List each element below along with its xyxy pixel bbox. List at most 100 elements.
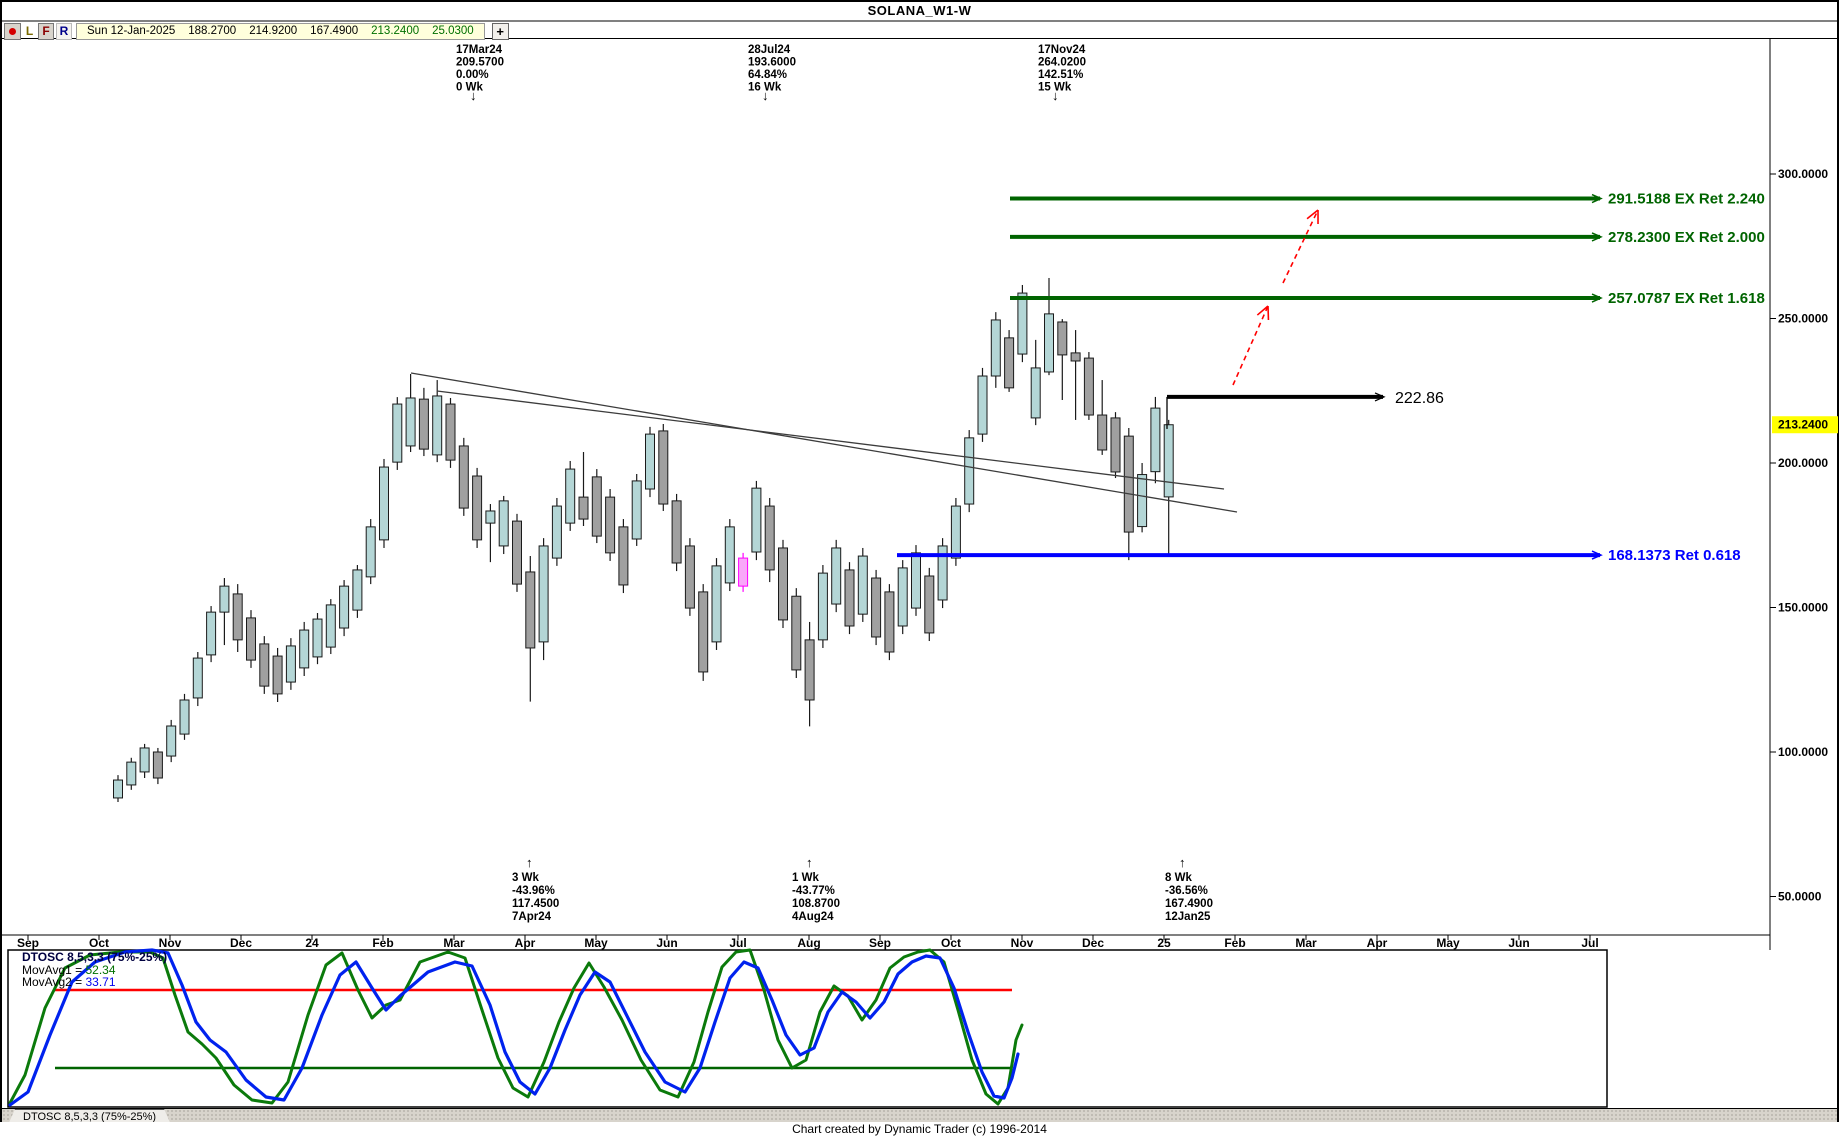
- price-axis-label: 200.0000: [1778, 456, 1828, 470]
- projection-arrow: [1282, 209, 1319, 284]
- record-button[interactable]: [4, 22, 21, 40]
- candle: [871, 577, 882, 638]
- quote-high: 214.9200: [249, 25, 298, 37]
- current-price-tag: [1772, 416, 1838, 434]
- candle: [724, 526, 735, 584]
- trigger-arrowhead-icon: [1374, 392, 1386, 402]
- candle: [1044, 313, 1054, 373]
- trendline: [436, 390, 1225, 490]
- candle: [658, 430, 669, 505]
- quote-close: 213.2400: [371, 25, 420, 37]
- month-label: Sep: [17, 936, 39, 950]
- candle: [1017, 292, 1028, 355]
- price-axis-label: 150.0000: [1778, 601, 1828, 615]
- swing-high-annotation: 193.6000: [748, 57, 796, 69]
- swing-high-annotation: 264.0200: [1038, 57, 1086, 69]
- month-label: Mar: [443, 936, 465, 950]
- candle: [937, 545, 948, 601]
- button-r[interactable]: R: [56, 22, 72, 40]
- candle: [113, 779, 123, 799]
- candle: [738, 557, 749, 587]
- swing-low-annotation: 7Apr24: [512, 911, 552, 923]
- fib-arrowhead-icon: [1591, 232, 1603, 242]
- candle: [525, 571, 536, 649]
- button-f[interactable]: F: [38, 22, 54, 40]
- candle: [472, 475, 483, 541]
- candle: [1057, 321, 1068, 356]
- retracement-arrowhead-icon: [1591, 550, 1603, 560]
- candle: [126, 761, 137, 786]
- swing-high-annotation: 17Nov24: [1038, 44, 1086, 56]
- projection-arrow: [1232, 305, 1269, 386]
- candle: [977, 375, 988, 435]
- month-label: Feb: [372, 936, 393, 950]
- candle: [884, 591, 895, 653]
- candle: [565, 468, 576, 524]
- candle: [791, 595, 802, 671]
- candle: [618, 526, 629, 586]
- candle: [950, 505, 961, 559]
- retracement-label: 168.1373 Ret 0.618: [1608, 547, 1741, 564]
- down-arrow-icon: ↓: [762, 88, 769, 103]
- red-dot-icon: [9, 27, 16, 35]
- fib-arrowhead-icon: [1591, 193, 1603, 204]
- projection-arrowhead-icon: [1256, 305, 1269, 316]
- candle: [139, 747, 150, 773]
- candle: [857, 555, 868, 615]
- candle: [299, 629, 310, 669]
- swing-low-annotation: 108.8700: [792, 898, 840, 910]
- candle: [751, 487, 762, 553]
- toolbar: L F R Sun 12-Jan-2025 188.2700 214.9200 …: [4, 22, 509, 40]
- swing-low-annotation: 167.4900: [1165, 898, 1213, 910]
- swing-low-annotation: 4Aug24: [792, 911, 834, 923]
- candle: [379, 466, 389, 541]
- quote-range: 25.0300: [432, 25, 474, 37]
- month-label: Dec: [230, 936, 252, 950]
- month-label: Nov: [1011, 936, 1034, 950]
- month-label: Aug: [797, 936, 820, 950]
- candle: [631, 480, 642, 540]
- swing-high-annotation: 0.00%: [456, 69, 489, 81]
- candle: [897, 567, 908, 627]
- candle: [804, 639, 815, 701]
- swing-high-annotation: 209.5700: [456, 57, 504, 69]
- up-arrow-icon: ↑: [1179, 855, 1186, 870]
- month-label: Jul: [1581, 936, 1598, 950]
- candle: [817, 572, 828, 641]
- swing-high-annotation: 0 Wk: [456, 82, 483, 94]
- swing-low-annotation: -36.56%: [1165, 885, 1208, 897]
- candle: [485, 510, 496, 524]
- add-button[interactable]: +: [491, 22, 509, 40]
- swing-high-annotation: 16 Wk: [748, 82, 782, 94]
- candle: [684, 545, 695, 609]
- candle: [206, 611, 217, 656]
- month-label: Oct: [89, 936, 109, 950]
- candle: [1030, 367, 1041, 419]
- candle: [605, 496, 616, 554]
- projection-arrowhead-icon: [1306, 209, 1319, 220]
- month-label: Dec: [1082, 936, 1104, 950]
- candle: [1137, 474, 1148, 528]
- candle: [232, 593, 243, 641]
- quote-low: 167.4900: [310, 25, 359, 37]
- button-l[interactable]: L: [25, 24, 34, 38]
- candle: [538, 545, 549, 643]
- swing-low-annotation: -43.96%: [512, 885, 555, 897]
- candle: [1083, 357, 1094, 416]
- candle: [192, 657, 203, 699]
- candle: [911, 552, 921, 609]
- quote-open: 188.2700: [188, 25, 237, 37]
- candle: [1163, 424, 1174, 498]
- candle: [778, 547, 788, 621]
- candle: [285, 645, 296, 683]
- candle: [219, 585, 230, 613]
- month-label: Nov: [159, 936, 182, 950]
- fib-extension-label: 278.2300 EX Ret 2.000: [1608, 229, 1765, 246]
- month-label: Apr: [1367, 936, 1388, 950]
- candle: [1123, 435, 1134, 533]
- down-arrow-icon: ↓: [1052, 88, 1059, 103]
- swing-low-annotation: 12Jan25: [1165, 911, 1211, 923]
- up-arrow-icon: ↑: [806, 855, 813, 870]
